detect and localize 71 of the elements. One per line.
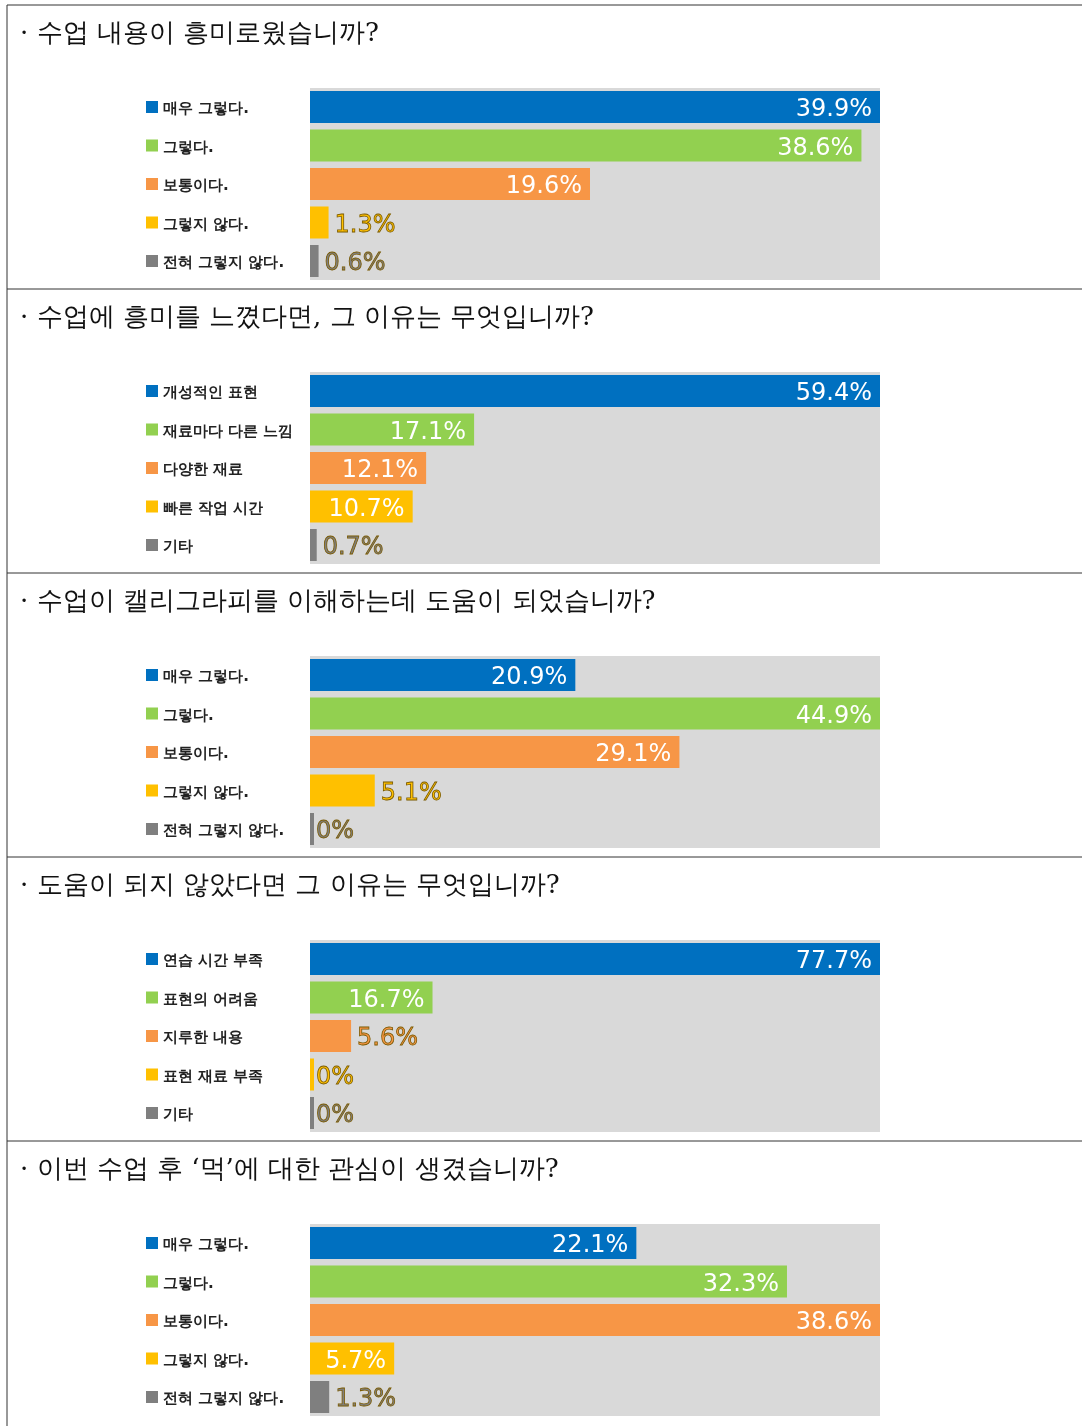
data-label: 59.4% — [795, 378, 872, 406]
data-label: 1.3% — [335, 1384, 397, 1412]
y-tick-label: 다양한 재료 — [163, 460, 244, 478]
data-label: 29.1% — [595, 739, 672, 767]
bar — [310, 375, 880, 407]
bar — [310, 529, 317, 561]
data-label: 19.6% — [505, 171, 582, 199]
data-label: 0% — [316, 1061, 355, 1090]
y-tick-label: 그렇지 않다. — [163, 1350, 249, 1369]
data-label: 38.6% — [795, 1307, 872, 1335]
bar — [310, 659, 576, 691]
bar — [310, 697, 880, 730]
data-label: 16.7% — [348, 984, 425, 1013]
data-label: 39.9% — [795, 94, 872, 122]
y-tick-label: 기타 — [163, 1105, 193, 1123]
bar — [310, 736, 680, 768]
data-label: 38.6% — [777, 132, 854, 161]
data-label: 5.7% — [325, 1345, 387, 1374]
y-tick-label: 그렇다. — [163, 705, 214, 724]
y-tick-label: 재료마다 다른 느낌 — [162, 421, 294, 440]
y-tick-label: 지루한 내용 — [163, 1028, 244, 1046]
data-label: 20.9% — [491, 662, 568, 690]
data-label: 17.1% — [389, 416, 467, 445]
y-tick-label: 표현 재료 부족 — [163, 1066, 264, 1085]
data-label: 22.1% — [552, 1230, 629, 1258]
y-tick-label: 그렇지 않다. — [163, 782, 249, 801]
data-label: 1.3% — [334, 209, 396, 238]
chart-title: · 수업이 캘리그라피를 이해하는데 도움이 되었습니까? — [20, 585, 656, 615]
y-tick-label: 전혀 그렇지 않다. — [163, 821, 285, 839]
bar — [310, 206, 329, 239]
chart-title: · 수업 내용이 흥미로웠습니까? — [20, 17, 379, 47]
y-tick-label: 개성적인 표현 — [163, 383, 259, 401]
y-tick-label: 그렇다. — [163, 1273, 214, 1292]
y-tick-label: 전혀 그렇지 않다. — [163, 253, 285, 271]
bar — [310, 168, 590, 200]
bar — [310, 413, 475, 446]
y-tick-label: 매우 그렇다. — [163, 667, 249, 685]
y-tick-label: 그렇지 않다. — [163, 214, 249, 233]
data-label: 44.9% — [795, 700, 872, 729]
y-tick-label: 보통이다. — [163, 744, 229, 762]
data-label: 77.7% — [795, 946, 872, 974]
chart-title: · 이번 수업 후 ‘먹’에 대한 관심이 생겼습니까? — [20, 1153, 559, 1183]
bar — [310, 1265, 787, 1298]
y-tick-label: 빠른 작업 시간 — [163, 498, 264, 517]
bar — [310, 1381, 330, 1413]
bar — [310, 774, 375, 807]
chart-title: · 수업에 흥미를 느꼈다면, 그 이유는 무엇입니까? — [20, 301, 595, 331]
y-tick-label: 그렇다. — [163, 137, 214, 156]
data-label: 5.6% — [357, 1023, 419, 1051]
y-tick-label: 연습 시간 부족 — [163, 951, 264, 969]
y-tick-label: 기타 — [163, 537, 193, 555]
data-label: 0% — [316, 816, 355, 844]
data-label: 12.1% — [341, 455, 419, 483]
y-tick-label: 보통이다. — [163, 1312, 229, 1330]
data-label: 10.7% — [328, 493, 405, 522]
chart-title: · 도움이 되지 않았다면 그 이유는 무엇입니까? — [20, 869, 560, 899]
bar — [310, 245, 319, 277]
bar — [310, 91, 880, 123]
y-tick-label: 보통이다. — [163, 176, 229, 194]
data-label: 0.7% — [322, 532, 384, 560]
bar — [310, 1304, 880, 1336]
y-tick-label: 매우 그렇다. — [163, 99, 249, 117]
y-tick-label: 표현의 어려움 — [163, 989, 259, 1008]
y-tick-label: 전혀 그렇지 않다. — [163, 1389, 285, 1407]
data-label: 0.6% — [324, 248, 386, 276]
bar — [310, 1227, 637, 1259]
data-label: 0% — [316, 1100, 355, 1128]
data-label: 32.3% — [702, 1268, 779, 1297]
y-tick-label: 매우 그렇다. — [163, 1235, 249, 1253]
bar — [310, 129, 862, 162]
data-label: 5.1% — [380, 777, 442, 806]
